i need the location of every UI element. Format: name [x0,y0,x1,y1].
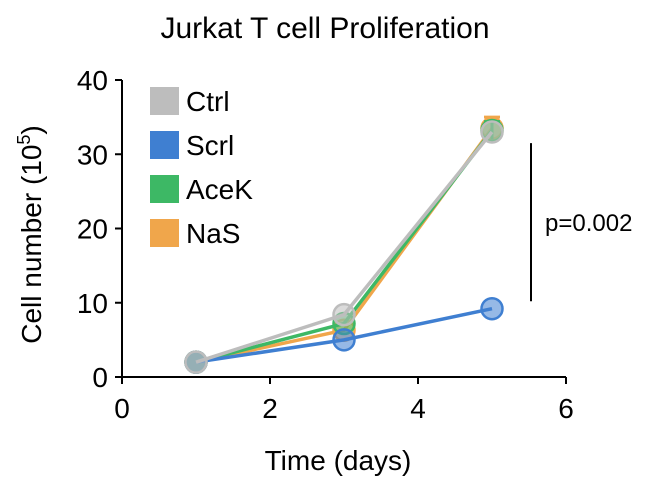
legend: Ctrl Scrl AceK NaS [150,86,253,249]
chart-title: Jurkat T cell Proliferation [160,12,490,45]
x-tick-label: 2 [262,393,278,424]
y-axis-label-text: Cell number (10 [16,145,47,344]
data-point [184,350,208,374]
x-axis-label: Time (days) [265,445,412,476]
y-tick-label: 20 [77,214,108,245]
legend-item-acek: AceK [150,174,253,205]
legend-label: NaS [186,218,240,249]
axes: 0 10 20 30 40 0 2 4 6 Time (days) Cell number (105… [14,65,574,476]
y-tick-label: 30 [77,139,108,170]
legend-swatch [150,219,179,247]
significance-annotation: p=0.002 [530,143,632,302]
y-axis-label-exponent: 5 [14,135,34,145]
legend-swatch [150,87,179,115]
legend-label: Scrl [186,130,234,161]
legend-label: Ctrl [186,86,230,117]
y-axis-label: Cell number (105) [14,125,47,344]
series-layer [184,115,504,374]
y-tick-label: 40 [77,65,108,96]
data-point [332,302,356,327]
p-value-label: p=0.002 [545,210,632,237]
legend-swatch [150,175,179,203]
y-tick-label: 0 [92,362,108,393]
y-tick-label: 10 [77,288,108,319]
legend-item-scrl: Scrl [150,130,234,161]
y-axis-label-close: ) [16,125,47,134]
legend-label: AceK [186,174,253,205]
series-ctrl [184,120,504,374]
legend-item-nas: NaS [150,218,240,249]
data-point [332,328,356,352]
x-tick-label: 4 [410,393,426,424]
legend-swatch [150,131,179,159]
data-point [480,120,504,144]
x-tick-label: 6 [558,393,574,424]
x-tick-label: 0 [114,393,130,424]
data-point [480,296,504,321]
legend-item-ctrl: Ctrl [150,86,230,117]
